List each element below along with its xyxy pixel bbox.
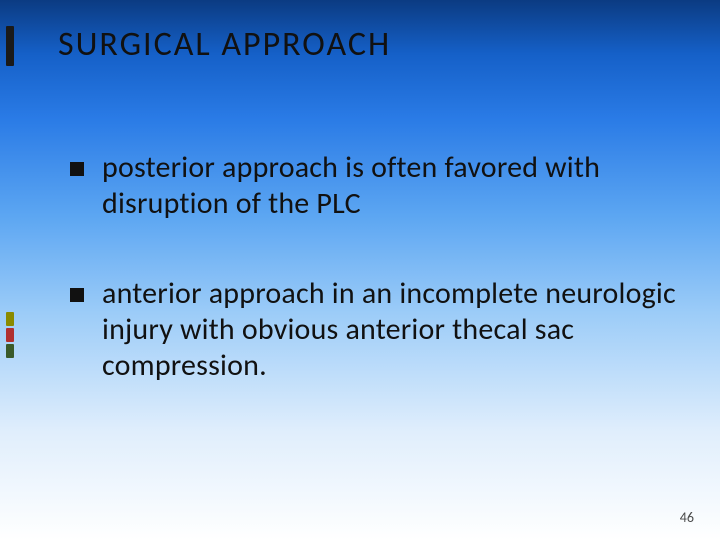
bullet-text: posterior approach is often favored with… [102, 150, 680, 222]
bullet-marker-icon [70, 162, 84, 176]
decor-bar-1 [6, 26, 14, 66]
slide: SURGICAL APPROACH posterior approach is … [0, 0, 720, 540]
decor-bar-2 [6, 312, 14, 326]
bullet-item: posterior approach is often favored with… [70, 150, 680, 222]
slide-body: posterior approach is often favored with… [70, 150, 680, 438]
decor-bar-3 [6, 328, 14, 342]
decor-bars [6, 0, 18, 540]
bullet-marker-icon [70, 288, 84, 302]
slide-title: SURGICAL APPROACH [58, 26, 690, 63]
bullet-item: anterior approach in an incomplete neuro… [70, 276, 680, 384]
bullet-text: anterior approach in an incomplete neuro… [102, 276, 680, 384]
decor-bar-4 [6, 344, 14, 358]
page-number: 46 [680, 509, 694, 526]
